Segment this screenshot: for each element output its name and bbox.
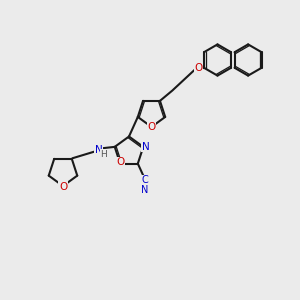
Text: O: O: [59, 182, 67, 192]
Text: N: N: [95, 145, 103, 155]
Text: H: H: [100, 150, 107, 159]
Text: N: N: [142, 142, 149, 152]
Text: O: O: [116, 157, 124, 167]
Text: N: N: [141, 185, 148, 195]
Text: O: O: [194, 63, 203, 73]
Text: O: O: [147, 122, 156, 132]
Text: C: C: [141, 175, 148, 185]
